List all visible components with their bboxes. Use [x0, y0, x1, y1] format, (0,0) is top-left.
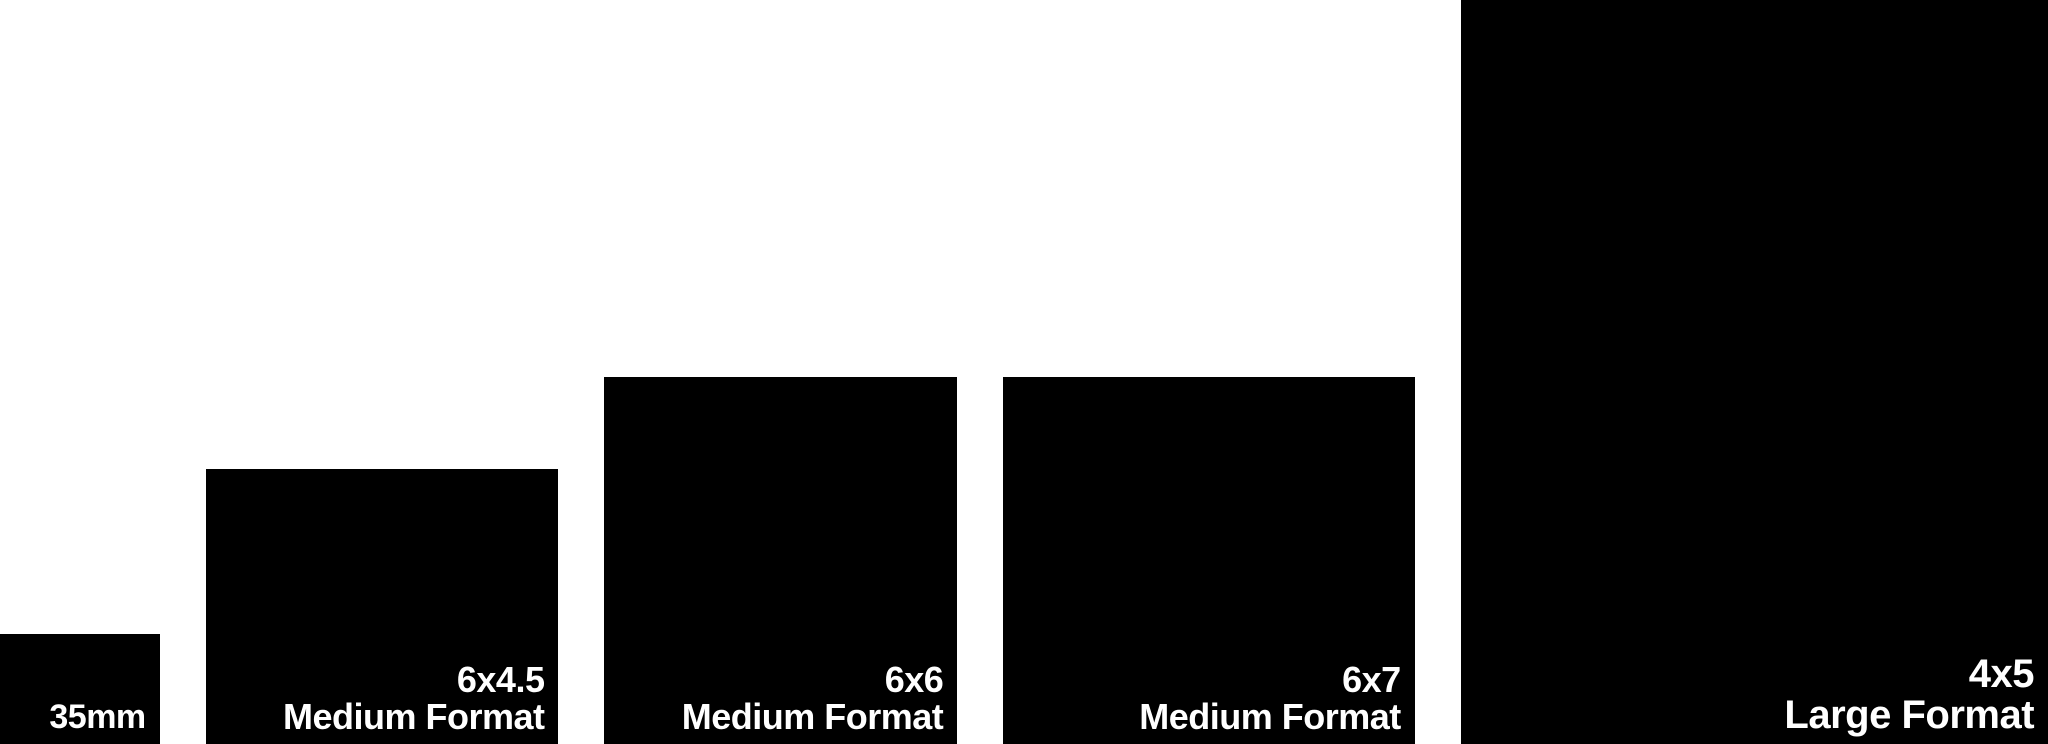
- format-category-6x7: Medium Format: [1139, 698, 1401, 736]
- format-category-6x45: Medium Format: [283, 698, 545, 736]
- format-box-4x5: 4x5 Large Format: [1461, 0, 2048, 744]
- format-category-4x5: Large Format: [1784, 694, 2034, 736]
- format-size-6x6: 6x6: [885, 662, 944, 698]
- format-label-35mm: 35mm: [49, 700, 145, 736]
- format-category-6x6: Medium Format: [682, 698, 944, 736]
- format-box-6x6: 6x6 Medium Format: [604, 377, 957, 744]
- format-box-6x7: 6x7 Medium Format: [1003, 377, 1414, 744]
- format-size-6x7: 6x7: [1342, 662, 1401, 698]
- film-format-diagram: 35mm 6x4.5 Medium Format 6x6 Medium Form…: [0, 0, 2048, 744]
- format-box-6x45: 6x4.5 Medium Format: [206, 469, 559, 744]
- format-size-6x45: 6x4.5: [457, 662, 545, 698]
- format-box-35mm: 35mm: [0, 634, 160, 744]
- format-size-4x5: 4x5: [1969, 654, 2034, 694]
